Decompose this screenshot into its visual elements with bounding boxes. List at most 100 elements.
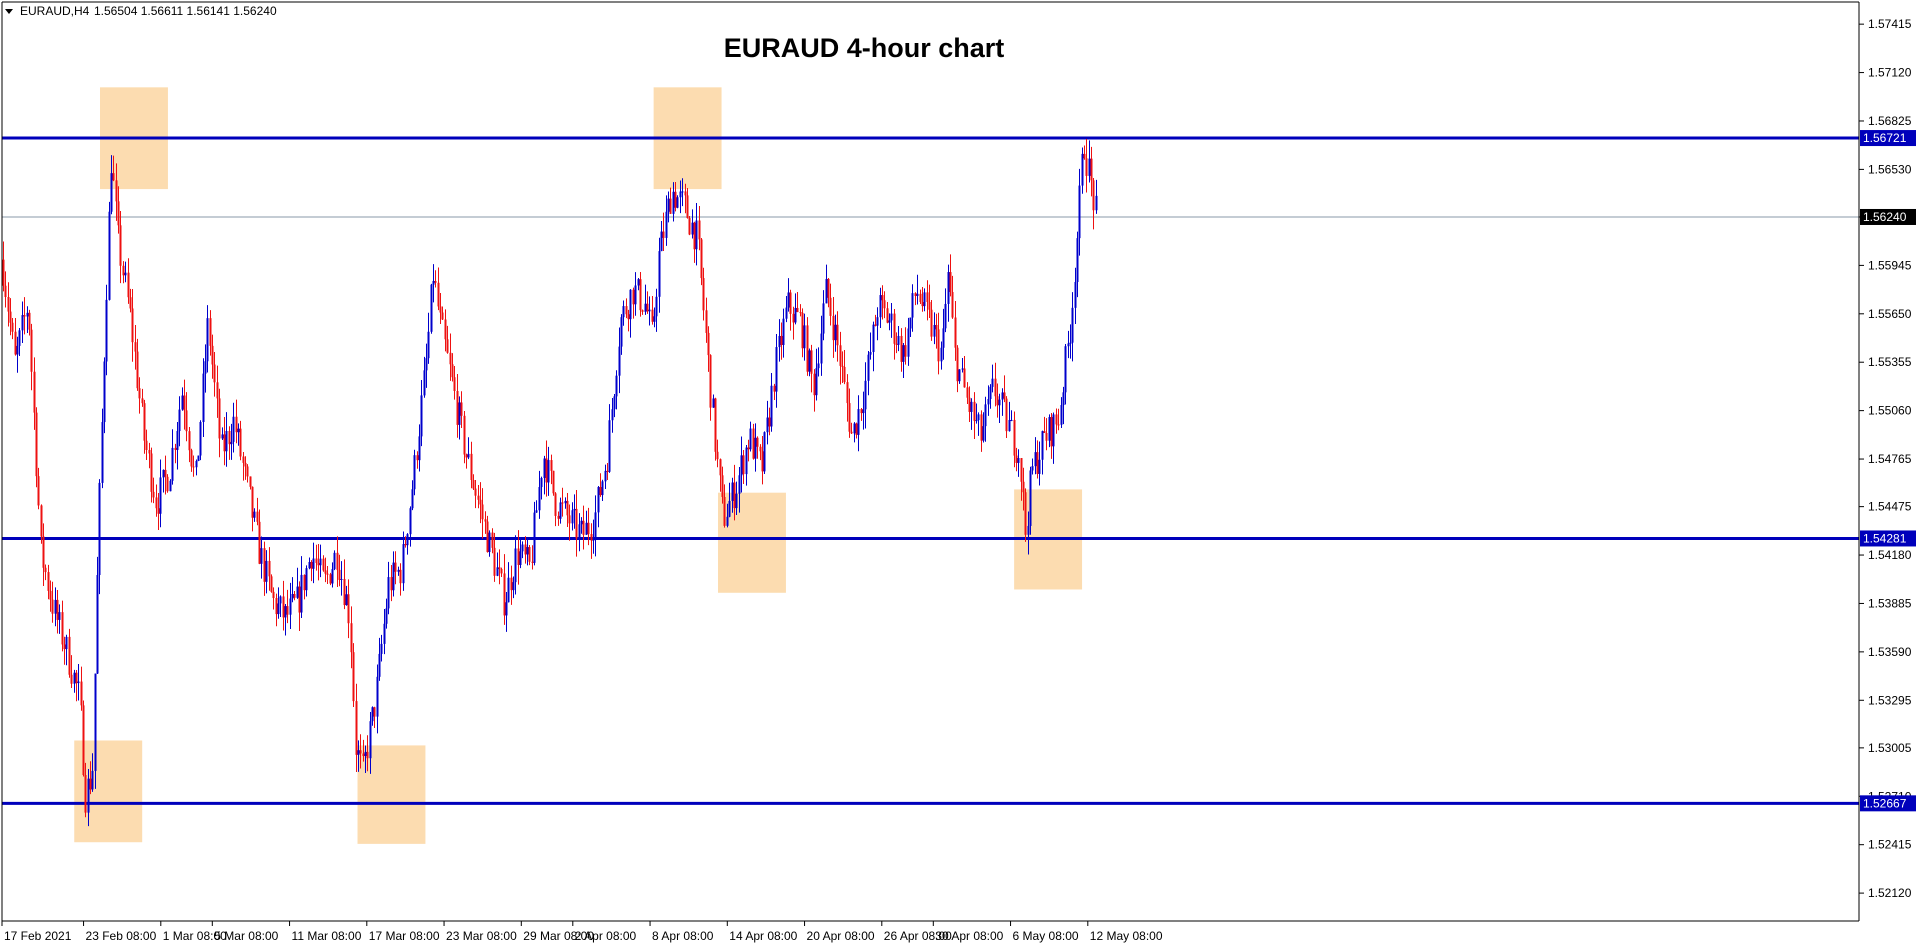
bear-candle-body <box>272 591 275 599</box>
bear-candle-body <box>951 292 954 318</box>
bear-candle-body <box>434 280 437 283</box>
bear-candle-body <box>1036 452 1039 474</box>
bear-candle-body <box>63 644 66 650</box>
bull-candle-body <box>425 358 428 371</box>
bear-candle-body <box>484 519 487 522</box>
bull-candle-body <box>676 197 679 208</box>
x-tick-label: 8 Apr 08:00 <box>652 929 714 943</box>
bull-candle-body <box>794 307 797 323</box>
bear-candle-body <box>919 293 922 303</box>
bull-candle-body <box>197 455 200 461</box>
bear-candle-body <box>164 469 167 477</box>
bull-candle-body <box>594 512 597 539</box>
bear-candle-body <box>810 350 813 374</box>
bull-candle-body <box>108 211 111 300</box>
bear-candle-body <box>166 476 169 492</box>
bull-candle-body <box>87 778 90 813</box>
bull-candle-body <box>615 375 618 397</box>
bear-candle-body <box>37 476 40 506</box>
bull-candle-body <box>289 598 292 615</box>
bull-candle-body <box>195 460 198 468</box>
bull-candle-body <box>580 520 583 525</box>
y-tick-label: 1.55945 <box>1868 258 1912 272</box>
bull-candle-body <box>162 469 165 478</box>
bull-candle-body <box>505 602 508 616</box>
bull-candle-body <box>613 396 616 410</box>
bull-candle-body <box>629 289 632 320</box>
bear-candle-body <box>561 502 564 504</box>
bear-candle-body <box>524 544 527 555</box>
bear-candle-body <box>843 366 846 383</box>
bear-candle-body <box>246 466 249 477</box>
bull-candle-body <box>940 347 943 362</box>
bear-candle-body <box>47 572 50 591</box>
bear-candle-body <box>456 390 459 425</box>
bull-candle-body <box>961 368 964 370</box>
level-price-tag-label: 1.54281 <box>1863 531 1907 545</box>
bear-candle-body <box>528 547 531 562</box>
bull-candle-body <box>667 198 670 212</box>
bear-candle-body <box>789 292 792 314</box>
bull-candle-body <box>585 522 588 535</box>
bear-candle-body <box>326 573 329 575</box>
dropdown-triangle-icon[interactable] <box>5 9 13 14</box>
bear-candle-body <box>251 486 254 518</box>
bear-candle-body <box>836 324 839 346</box>
bull-candle-body <box>319 558 322 566</box>
bull-candle-body <box>1095 195 1098 211</box>
bear-candle-body <box>1015 455 1018 463</box>
bear-candle-body <box>632 289 635 305</box>
bear-candle-body <box>185 410 188 432</box>
bear-candle-body <box>11 322 14 332</box>
bear-candle-body <box>416 455 419 461</box>
bear-candle-body <box>263 548 266 582</box>
bear-candle-body <box>190 450 193 467</box>
bull-candle-body <box>879 295 882 318</box>
bear-candle-body <box>716 451 719 460</box>
bull-candle-body <box>418 436 421 461</box>
bear-candle-body <box>855 423 858 435</box>
x-tick-label: 17 Feb 2021 <box>4 929 72 943</box>
bear-candle-body <box>40 505 43 537</box>
bear-candle-body <box>996 396 999 406</box>
bull-candle-body <box>655 296 658 317</box>
bear-candle-body <box>84 775 87 813</box>
bear-candle-body <box>759 446 762 452</box>
bear-candle-body <box>244 462 247 467</box>
bear-candle-body <box>900 335 903 362</box>
bear-candle-body <box>324 570 327 574</box>
bear-candle-body <box>799 312 802 314</box>
bear-candle-body <box>9 311 12 323</box>
bull-candle-body <box>265 560 268 582</box>
bear-candle-body <box>136 351 139 389</box>
y-tick-label: 1.52415 <box>1868 838 1912 852</box>
bull-candle-body <box>178 409 181 432</box>
bull-candle-body <box>1081 153 1084 186</box>
bear-candle-body <box>399 569 402 584</box>
bear-candle-body <box>14 331 17 355</box>
bear-candle-body <box>1003 392 1006 399</box>
bull-candle-body <box>284 606 287 618</box>
bear-candle-body <box>662 231 665 238</box>
bear-candle-body <box>1024 492 1027 535</box>
bull-candle-body <box>834 324 837 341</box>
bear-candle-body <box>723 496 726 526</box>
bear-candle-body <box>827 278 830 298</box>
bull-candle-body <box>533 512 536 563</box>
bear-candle-body <box>627 314 630 320</box>
bull-candle-body <box>876 317 879 326</box>
bear-candle-body <box>228 430 231 445</box>
bear-candle-body <box>298 586 301 613</box>
bull-candle-body <box>291 594 294 599</box>
bull-candle-body <box>782 318 785 345</box>
bear-candle-body <box>213 364 216 383</box>
bear-candle-body <box>503 573 506 616</box>
bull-candle-body <box>305 568 308 591</box>
bear-candle-body <box>806 325 809 372</box>
bear-candle-body <box>709 355 712 408</box>
bull-candle-body <box>98 482 101 576</box>
bull-candle-body <box>357 750 360 755</box>
x-tick-label: 26 Apr 08:00 <box>884 929 952 943</box>
bear-candle-body <box>336 552 339 570</box>
bull-candle-body <box>712 398 715 408</box>
